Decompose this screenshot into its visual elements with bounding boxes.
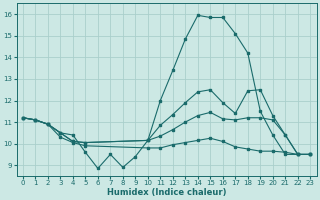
X-axis label: Humidex (Indice chaleur): Humidex (Indice chaleur): [107, 188, 226, 197]
